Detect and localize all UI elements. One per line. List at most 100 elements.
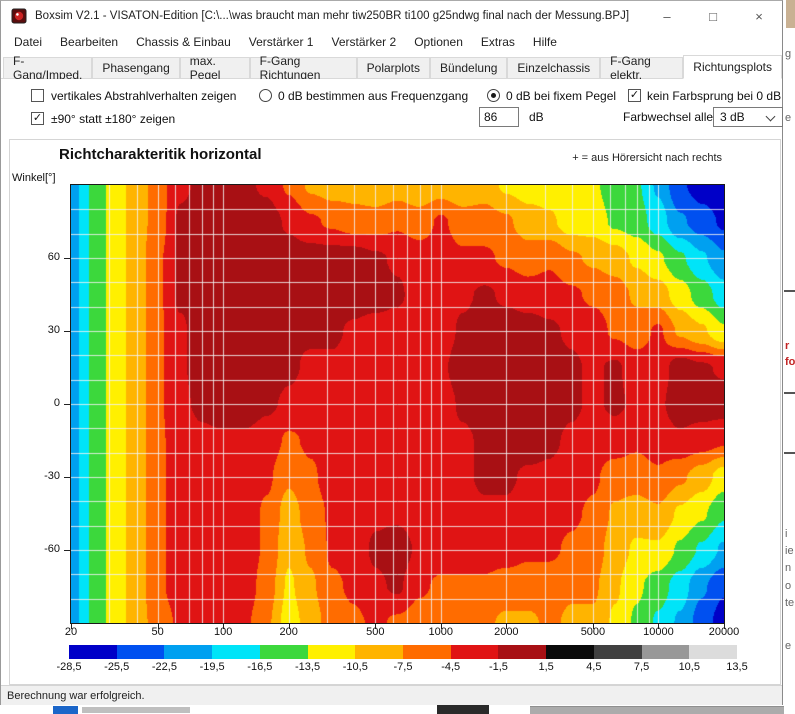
level-input[interactable] [479,107,519,127]
background-text-fragment: r [785,340,790,352]
menu-hilfe[interactable]: Hilfe [532,35,557,49]
minimize-button[interactable]: – [663,8,671,24]
color-scale-segment [307,645,356,659]
x-tick-mark [441,624,442,629]
menu-datei[interactable]: Datei [14,35,43,49]
color-scale-value: 4,5 [586,661,602,673]
x-tick-mark [658,624,659,629]
color-scale-segment [450,645,499,659]
tab-f-gang-imped[interactable]: F-Gang/Imped. [3,54,93,82]
tab-phasengang[interactable]: Phasengang [92,57,180,78]
y-axis-label: Winkel[°] [12,172,56,184]
x-tick-label: 10000 [643,626,674,638]
background-line-fragment [784,452,795,454]
tabbar: F-Gang/Imped. Phasengang max. Pegel F-Gang … [1,54,782,82]
checkbox-vertical-radiation[interactable] [31,89,44,102]
statusbar: Berechnung war erfolgreich. [1,685,782,706]
tab-f-gang-elektr[interactable]: F-Gang elektr. [600,54,684,82]
x-tick-mark [593,624,594,629]
y-tick-mark [64,258,70,259]
color-scale-segment [355,645,404,659]
chart-panel: Richtcharakteritik horizontal + = aus Hö… [9,139,781,685]
tab-richtungsplots[interactable]: Richtungsplots [683,55,782,79]
color-scale-value: 7,5 [633,661,650,673]
x-tick-label: 2000 [494,626,519,638]
color-scale-segment [498,645,547,659]
color-scale-value: -13,5 [295,661,321,673]
x-tick-mark [724,624,725,629]
color-scale-segment [641,645,690,659]
color-scale-value: -22,5 [151,661,177,673]
color-scale-segment [164,645,213,659]
x-tick-label: 20 [64,626,78,638]
x-tick-label: 100 [213,626,233,638]
x-tick-label: 500 [366,626,385,638]
background-text-fragment: i [785,528,788,540]
menu-chassis-einbau[interactable]: Chassis & Einbau [136,35,231,49]
color-scale-value: -19,5 [199,661,225,673]
heatmap-plot [70,184,725,624]
color-step-label: Farbwechsel alle [623,110,714,124]
taskbar-fragment [0,705,795,714]
color-scale-segment [69,645,117,659]
x-tick-label: 1000 [428,626,454,638]
tab-max-pegel[interactable]: max. Pegel [179,54,250,82]
x-tick-label: 5000 [580,626,606,638]
background-text-fragment: fo [785,356,795,368]
chart-title: Richtcharakteritik horizontal [59,146,262,163]
menu-optionen[interactable]: Optionen [414,35,463,49]
status-text: Berechnung war erfolgreich. [7,690,145,702]
tab-polarplots[interactable]: Polarplots [356,57,431,78]
y-tick-mark [64,404,70,405]
close-button[interactable]: × [755,8,763,24]
radio-0db-from-response-label: 0 dB bestimmen aus Frequenzgang [278,89,469,103]
tab-f-gang-richtungen[interactable]: F-Gang Richtungen [249,54,357,82]
tab-bündelung[interactable]: Bündelung [430,57,508,78]
color-step-value: 3 dB [720,110,745,124]
menu-verstärker-2[interactable]: Verstärker 2 [331,35,397,49]
radio-0db-from-response[interactable] [259,89,272,102]
radio-0db-fixed-level-label: 0 dB bei fixem Pegel [506,89,617,103]
checkbox-pm90[interactable]: ✓ [31,112,44,125]
background-line-fragment [784,290,795,292]
y-tick-mark [64,331,70,332]
x-tick-label: 200 [279,626,298,638]
taskbar-icon-fragment [53,706,78,714]
x-tick-mark [289,624,290,629]
window-title: Boxsim V2.1 - VISATON-Edition [C:\...\wa… [35,10,630,22]
maximize-button[interactable]: □ [709,8,717,24]
color-step-dropdown[interactable]: 3 dB [713,107,783,127]
menu-extras[interactable]: Extras [480,35,515,49]
y-tick-label: 60 [47,251,60,263]
background-text-fragment: e [785,112,792,124]
color-scale-value: -1,5 [488,661,508,673]
checkbox-no-color-jump[interactable]: ✓ [628,89,641,102]
x-tick-label: 50 [151,626,164,638]
x-tick-mark [158,624,159,629]
color-scale-value: 1,5 [538,661,554,673]
app-window: Boxsim V2.1 - VISATON-Edition [C:\...\wa… [0,0,783,706]
y-tick-label: -60 [44,543,60,555]
menu-verstärker-1[interactable]: Verstärker 1 [248,35,314,49]
controls-panel: vertikales Abstrahlverhalten zeigen ✓ ±9… [1,79,783,139]
chevron-down-icon [765,111,776,122]
background-block [786,0,795,28]
heatmap-canvas [71,185,724,623]
titlebar: Boxsim V2.1 - VISATON-Edition [C:\...\wa… [1,1,782,31]
x-tick-mark [71,624,72,629]
background-text-fragment: e [785,640,792,652]
checkbox-pm90-label: ±90° statt ±180° zeigen [51,112,176,126]
y-tick-mark [64,550,70,551]
menu-bearbeiten[interactable]: Bearbeiten [60,35,119,49]
color-scale-segment [212,645,260,659]
color-scale-value: -25,5 [104,661,130,673]
background-text-fragment: ie [785,545,794,557]
tab-einzelchassis[interactable]: Einzelchassis [507,57,601,78]
color-scale-value: -10,5 [342,661,368,673]
color-scale-value: 13,5 [726,661,748,673]
menubar: Datei Bearbeiten Chassis & Einbau Verstärke… [1,31,782,53]
background-text-fragment: te [785,597,795,609]
background-text-fragment: n [785,562,792,574]
radio-0db-fixed-level[interactable] [487,89,500,102]
background-window-fragment [437,705,489,714]
